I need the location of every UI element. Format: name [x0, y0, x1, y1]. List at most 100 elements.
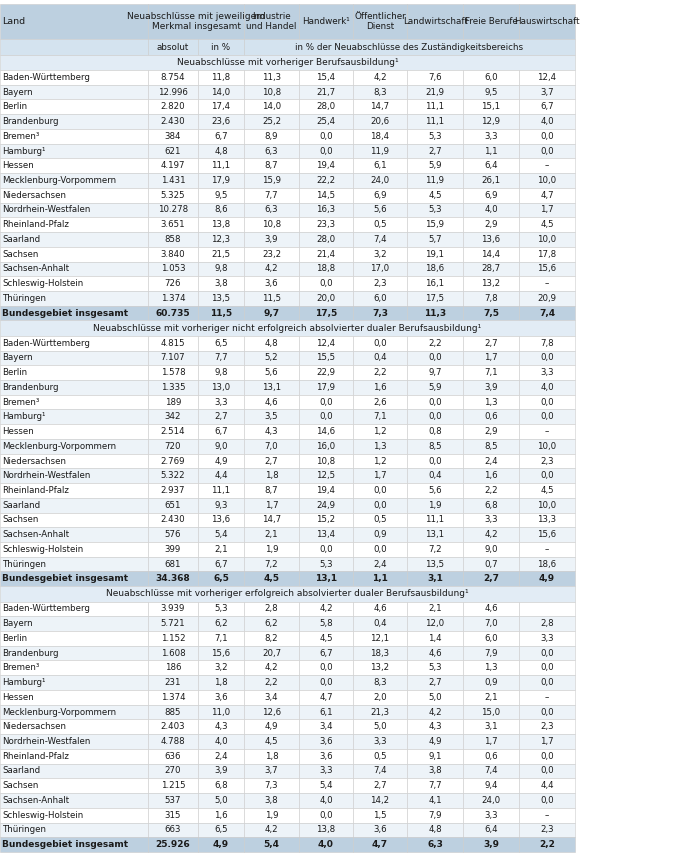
Bar — [519, 85, 575, 99]
Bar — [463, 425, 519, 439]
Bar — [0, 498, 148, 513]
Text: 9,7: 9,7 — [428, 368, 442, 377]
Bar — [463, 129, 519, 144]
Bar — [407, 409, 463, 425]
Text: 2,7: 2,7 — [214, 413, 228, 421]
Bar — [463, 158, 519, 173]
Bar — [353, 217, 407, 232]
Bar — [198, 513, 244, 527]
Text: 11,5: 11,5 — [210, 308, 232, 318]
Bar — [148, 350, 198, 366]
Bar — [198, 454, 244, 468]
Bar — [148, 837, 198, 852]
Bar — [519, 527, 575, 542]
Text: 4,4: 4,4 — [540, 782, 554, 790]
Text: 7,7: 7,7 — [214, 354, 228, 362]
Text: Niedersachsen: Niedersachsen — [3, 456, 66, 466]
Bar — [299, 483, 353, 498]
Text: 7,4: 7,4 — [373, 766, 387, 776]
Text: 6,7: 6,7 — [540, 103, 554, 111]
Text: –: – — [545, 545, 550, 554]
Bar — [463, 439, 519, 454]
Text: –: – — [545, 161, 550, 170]
Bar — [519, 454, 575, 468]
Bar — [353, 602, 407, 616]
Bar — [148, 778, 198, 793]
Text: Nordrhein-Westfalen: Nordrhein-Westfalen — [3, 205, 91, 215]
Bar — [198, 498, 244, 513]
Text: 5.322: 5.322 — [161, 472, 186, 480]
Bar — [519, 350, 575, 366]
Bar — [463, 793, 519, 808]
Bar — [353, 542, 407, 556]
Bar — [407, 380, 463, 395]
Bar — [148, 793, 198, 808]
Bar — [299, 749, 353, 764]
Bar — [463, 572, 519, 586]
Bar — [198, 542, 244, 556]
Bar — [463, 380, 519, 395]
Text: 0,0: 0,0 — [540, 397, 554, 407]
Bar — [299, 778, 353, 793]
Text: 5,0: 5,0 — [373, 722, 387, 731]
Text: 19,4: 19,4 — [316, 161, 335, 170]
Bar — [244, 513, 299, 527]
Text: 9,3: 9,3 — [214, 501, 228, 509]
Bar — [0, 262, 148, 276]
Bar — [198, 70, 244, 85]
Text: 5,0: 5,0 — [428, 693, 442, 702]
Bar — [353, 439, 407, 454]
Bar — [299, 336, 353, 350]
Bar — [148, 187, 198, 203]
Bar — [148, 734, 198, 749]
Bar — [148, 719, 198, 734]
Bar — [0, 306, 148, 320]
Bar — [299, 114, 353, 129]
Text: 0,0: 0,0 — [319, 663, 332, 672]
Text: 0,4: 0,4 — [428, 472, 442, 480]
Bar — [353, 85, 407, 99]
Bar — [299, 454, 353, 468]
Text: 13,8: 13,8 — [211, 220, 230, 229]
Bar — [148, 527, 198, 542]
Bar — [198, 203, 244, 217]
Text: 0,0: 0,0 — [319, 132, 332, 140]
Bar — [0, 39, 148, 55]
Text: 4,2: 4,2 — [484, 530, 498, 539]
Text: 0,0: 0,0 — [319, 413, 332, 421]
Text: Rheinland-Pfalz: Rheinland-Pfalz — [3, 486, 69, 495]
Bar — [148, 808, 198, 823]
Text: 4.197: 4.197 — [161, 161, 186, 170]
Bar — [244, 291, 299, 306]
Bar — [0, 616, 148, 631]
Bar — [353, 808, 407, 823]
Text: 1,8: 1,8 — [265, 752, 279, 761]
Text: 1.215: 1.215 — [161, 782, 186, 790]
Bar — [463, 808, 519, 823]
Text: 1,4: 1,4 — [428, 634, 442, 643]
Bar — [148, 749, 198, 764]
Text: 16,1: 16,1 — [426, 279, 444, 288]
Bar — [198, 187, 244, 203]
Bar — [148, 425, 198, 439]
Bar — [0, 602, 148, 616]
Text: 1.053: 1.053 — [161, 265, 186, 273]
Bar — [148, 70, 198, 85]
Bar — [299, 409, 353, 425]
Bar — [0, 99, 148, 114]
Text: 2.430: 2.430 — [161, 117, 186, 126]
Bar — [353, 764, 407, 778]
Bar — [353, 70, 407, 85]
Text: 2,7: 2,7 — [483, 574, 499, 583]
Text: 189: 189 — [164, 397, 181, 407]
Text: 0,0: 0,0 — [540, 663, 554, 672]
Text: Bundesgebiet insgesamt: Bundesgebiet insgesamt — [3, 308, 129, 318]
Text: 2,1: 2,1 — [428, 604, 442, 614]
Bar — [0, 350, 148, 366]
Text: 231: 231 — [164, 678, 181, 687]
Text: 8,2: 8,2 — [265, 634, 279, 643]
Text: 621: 621 — [164, 146, 181, 156]
Bar — [463, 778, 519, 793]
Text: 13,6: 13,6 — [482, 235, 500, 244]
Bar — [244, 454, 299, 468]
